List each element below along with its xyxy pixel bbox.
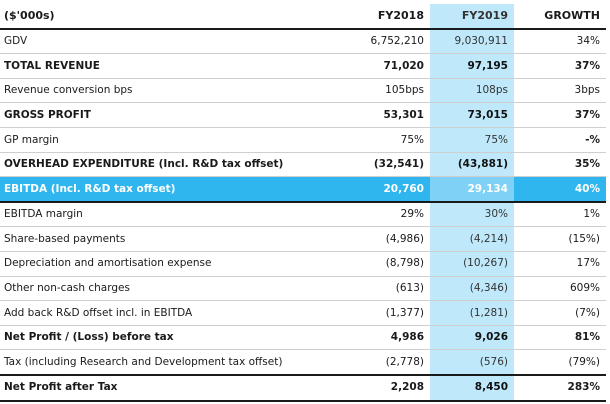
growth-value: 81% <box>514 325 606 351</box>
fy2018-header: FY2018 <box>322 4 430 30</box>
row-label: Depreciation and amortisation expense <box>0 251 322 277</box>
table-row-share-based-payments: Share-based payments (4,986) (4,214) (15… <box>0 226 606 252</box>
growth-value: 37% <box>514 53 606 79</box>
row-label: GDV <box>0 28 322 55</box>
row-label: GP margin <box>0 127 322 153</box>
fy2019-value: (4,214) <box>430 226 514 252</box>
table-row-net-profit-before-tax: Net Profit / (Loss) before tax 4,986 9,0… <box>0 325 606 351</box>
table-row-gross-profit: GROSS PROFIT 53,301 73,015 37% <box>0 102 606 128</box>
table-row-total-revenue: TOTAL REVENUE 71,020 97,195 37% <box>0 53 606 79</box>
growth-value: -% <box>514 127 606 153</box>
growth-value: 34% <box>514 28 606 55</box>
table-row-tax: Tax (including Research and Development … <box>0 349 606 376</box>
table-row-overhead-expenditure: OVERHEAD EXPENDITURE (Incl. R&D tax offs… <box>0 152 606 178</box>
fy2018-value: (4,986) <box>322 226 430 252</box>
growth-value: 1% <box>514 201 606 228</box>
fy2019-value: 75% <box>430 127 514 153</box>
fy2018-value: (8,798) <box>322 251 430 277</box>
table-row-ebitda-margin: EBITDA margin 29% 30% 1% <box>0 201 606 228</box>
growth-value: (15%) <box>514 226 606 252</box>
row-label: EBITDA (Incl. R&D tax offset) <box>0 176 322 203</box>
fy2018-value: (32,541) <box>322 152 430 178</box>
fy2019-value: 97,195 <box>430 53 514 79</box>
fy2018-value: 75% <box>322 127 430 153</box>
row-label: GROSS PROFIT <box>0 102 322 128</box>
table-row-other-non-cash: Other non-cash charges (613) (4,346) 609… <box>0 276 606 302</box>
row-label: Tax (including Research and Development … <box>0 349 322 376</box>
growth-value: (79%) <box>514 349 606 376</box>
table-row-depreciation: Depreciation and amortisation expense (8… <box>0 251 606 277</box>
growth-value: 3bps <box>514 78 606 104</box>
fy2018-value: 20,760 <box>322 176 430 203</box>
fy2019-value: (10,267) <box>430 251 514 277</box>
table-row-revenue-conversion: Revenue conversion bps 105bps 108ps 3bps <box>0 78 606 104</box>
financial-table: ($'000s) FY2018 FY2019 GROWTH GDV 6,752,… <box>0 4 606 402</box>
growth-value: 37% <box>514 102 606 128</box>
growth-value: 17% <box>514 251 606 277</box>
table-header-row: ($'000s) FY2018 FY2019 GROWTH <box>0 4 606 30</box>
fy2018-value: 53,301 <box>322 102 430 128</box>
fy2019-value: (4,346) <box>430 276 514 302</box>
fy2019-value: (576) <box>430 349 514 376</box>
fy2019-value: 30% <box>430 201 514 228</box>
fy2018-value: 29% <box>322 201 430 228</box>
fy2018-value: (2,778) <box>322 349 430 376</box>
fy2018-value: 105bps <box>322 78 430 104</box>
row-label: Revenue conversion bps <box>0 78 322 104</box>
growth-value: 283% <box>514 374 606 402</box>
table-row-ebitda: EBITDA (Incl. R&D tax offset) 20,760 29,… <box>0 176 606 203</box>
table-row-rd-offset: Add back R&D offset incl. in EBITDA (1,3… <box>0 300 606 326</box>
growth-header: GROWTH <box>514 4 606 30</box>
fy2019-value: (1,281) <box>430 300 514 326</box>
fy2019-value: 29,134 <box>430 176 514 203</box>
fy2018-value: 4,986 <box>322 325 430 351</box>
fy2019-header: FY2019 <box>430 4 514 30</box>
fy2019-value: 9,030,911 <box>430 28 514 55</box>
table-row-net-profit-after-tax: Net Profit after Tax 2,208 8,450 283% <box>0 374 606 402</box>
table-row-gdv: GDV 6,752,210 9,030,911 34% <box>0 28 606 55</box>
fy2018-value: (613) <box>322 276 430 302</box>
row-label: Net Profit / (Loss) before tax <box>0 325 322 351</box>
fy2018-value: 6,752,210 <box>322 28 430 55</box>
fy2018-value: 2,208 <box>322 374 430 402</box>
growth-value: (7%) <box>514 300 606 326</box>
row-label: Add back R&D offset incl. in EBITDA <box>0 300 322 326</box>
table-row-gp-margin: GP margin 75% 75% -% <box>0 127 606 153</box>
growth-value: 609% <box>514 276 606 302</box>
fy2019-value: (43,881) <box>430 152 514 178</box>
growth-value: 35% <box>514 152 606 178</box>
fy2018-value: 71,020 <box>322 53 430 79</box>
row-label: Other non-cash charges <box>0 276 322 302</box>
fy2019-value: 9,026 <box>430 325 514 351</box>
fy2018-value: (1,377) <box>322 300 430 326</box>
fy2019-value: 73,015 <box>430 102 514 128</box>
fy2019-value: 8,450 <box>430 374 514 402</box>
units-header: ($'000s) <box>0 4 322 30</box>
row-label: Share-based payments <box>0 226 322 252</box>
row-label: EBITDA margin <box>0 201 322 228</box>
fy2019-value: 108ps <box>430 78 514 104</box>
row-label: Net Profit after Tax <box>0 374 322 402</box>
row-label: TOTAL REVENUE <box>0 53 322 79</box>
row-label: OVERHEAD EXPENDITURE (Incl. R&D tax offs… <box>0 152 322 178</box>
growth-value: 40% <box>514 176 606 203</box>
